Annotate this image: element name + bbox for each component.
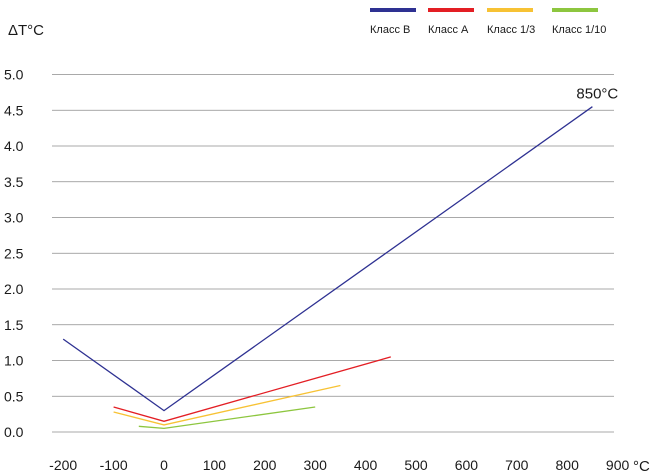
x-tick-label: 500 xyxy=(404,457,428,473)
y-tick-label: 3.5 xyxy=(4,174,24,190)
legend-label: Класс 1/10 xyxy=(552,24,606,36)
x-tick-label: -200 xyxy=(49,457,77,473)
x-tick-label: 600 xyxy=(455,457,479,473)
series-lines xyxy=(62,106,593,430)
x-tick-label: 700 xyxy=(505,457,529,473)
legend-swatch xyxy=(428,8,474,12)
y-tick-label: 0.0 xyxy=(4,424,24,440)
x-tick-label: 800 xyxy=(556,457,580,473)
y-tick-label: 2.5 xyxy=(4,245,24,261)
y-tick-label: 1.0 xyxy=(4,353,24,369)
y-tick-label: 5.0 xyxy=(4,67,24,83)
grid-lines xyxy=(52,74,614,433)
series-line xyxy=(113,384,341,426)
y-tick-label: 0.5 xyxy=(4,388,24,404)
series-line xyxy=(113,356,391,422)
x-tick-label: 400 xyxy=(354,457,378,473)
x-tick-label: -100 xyxy=(100,457,128,473)
series-line xyxy=(138,406,316,430)
x-tick-label: 900 xyxy=(606,457,630,473)
annotation-label: 850°C xyxy=(576,86,618,103)
y-tick-label: 2.0 xyxy=(4,281,24,297)
annotations: 850°C xyxy=(576,86,618,103)
y-tick-label: 3.0 xyxy=(4,210,24,226)
legend-label: Класс 1/3 xyxy=(487,24,535,36)
y-axis-label: ΔT°C xyxy=(8,22,44,39)
x-tick-label: 200 xyxy=(253,457,277,473)
x-tick-labels: -200 -100 0 100 200 300 400 500 600 700 800 900 xyxy=(49,457,629,473)
x-tick-label: 0 xyxy=(160,457,168,473)
y-tick-labels: 0.0 0.5 1.0 1.5 2.0 2.5 3.0 3.5 4.0 4.5 5.0 xyxy=(4,67,24,441)
y-tick-label: 1.5 xyxy=(4,317,24,333)
y-tick-label: 4.5 xyxy=(4,102,24,118)
y-tick-label: 4.0 xyxy=(4,138,24,154)
legend-swatch xyxy=(552,8,598,12)
legend: Класс B Класс A Класс 1/3 Класс 1/10 xyxy=(370,8,606,36)
x-tick-label: 100 xyxy=(203,457,227,473)
series-line xyxy=(62,106,593,412)
x-axis-label: °C xyxy=(633,458,650,474)
x-tick-label: 300 xyxy=(304,457,328,473)
legend-swatch xyxy=(487,8,533,12)
legend-label: Класс A xyxy=(428,24,469,36)
legend-swatch xyxy=(370,8,416,12)
legend-label: Класс B xyxy=(370,24,410,36)
